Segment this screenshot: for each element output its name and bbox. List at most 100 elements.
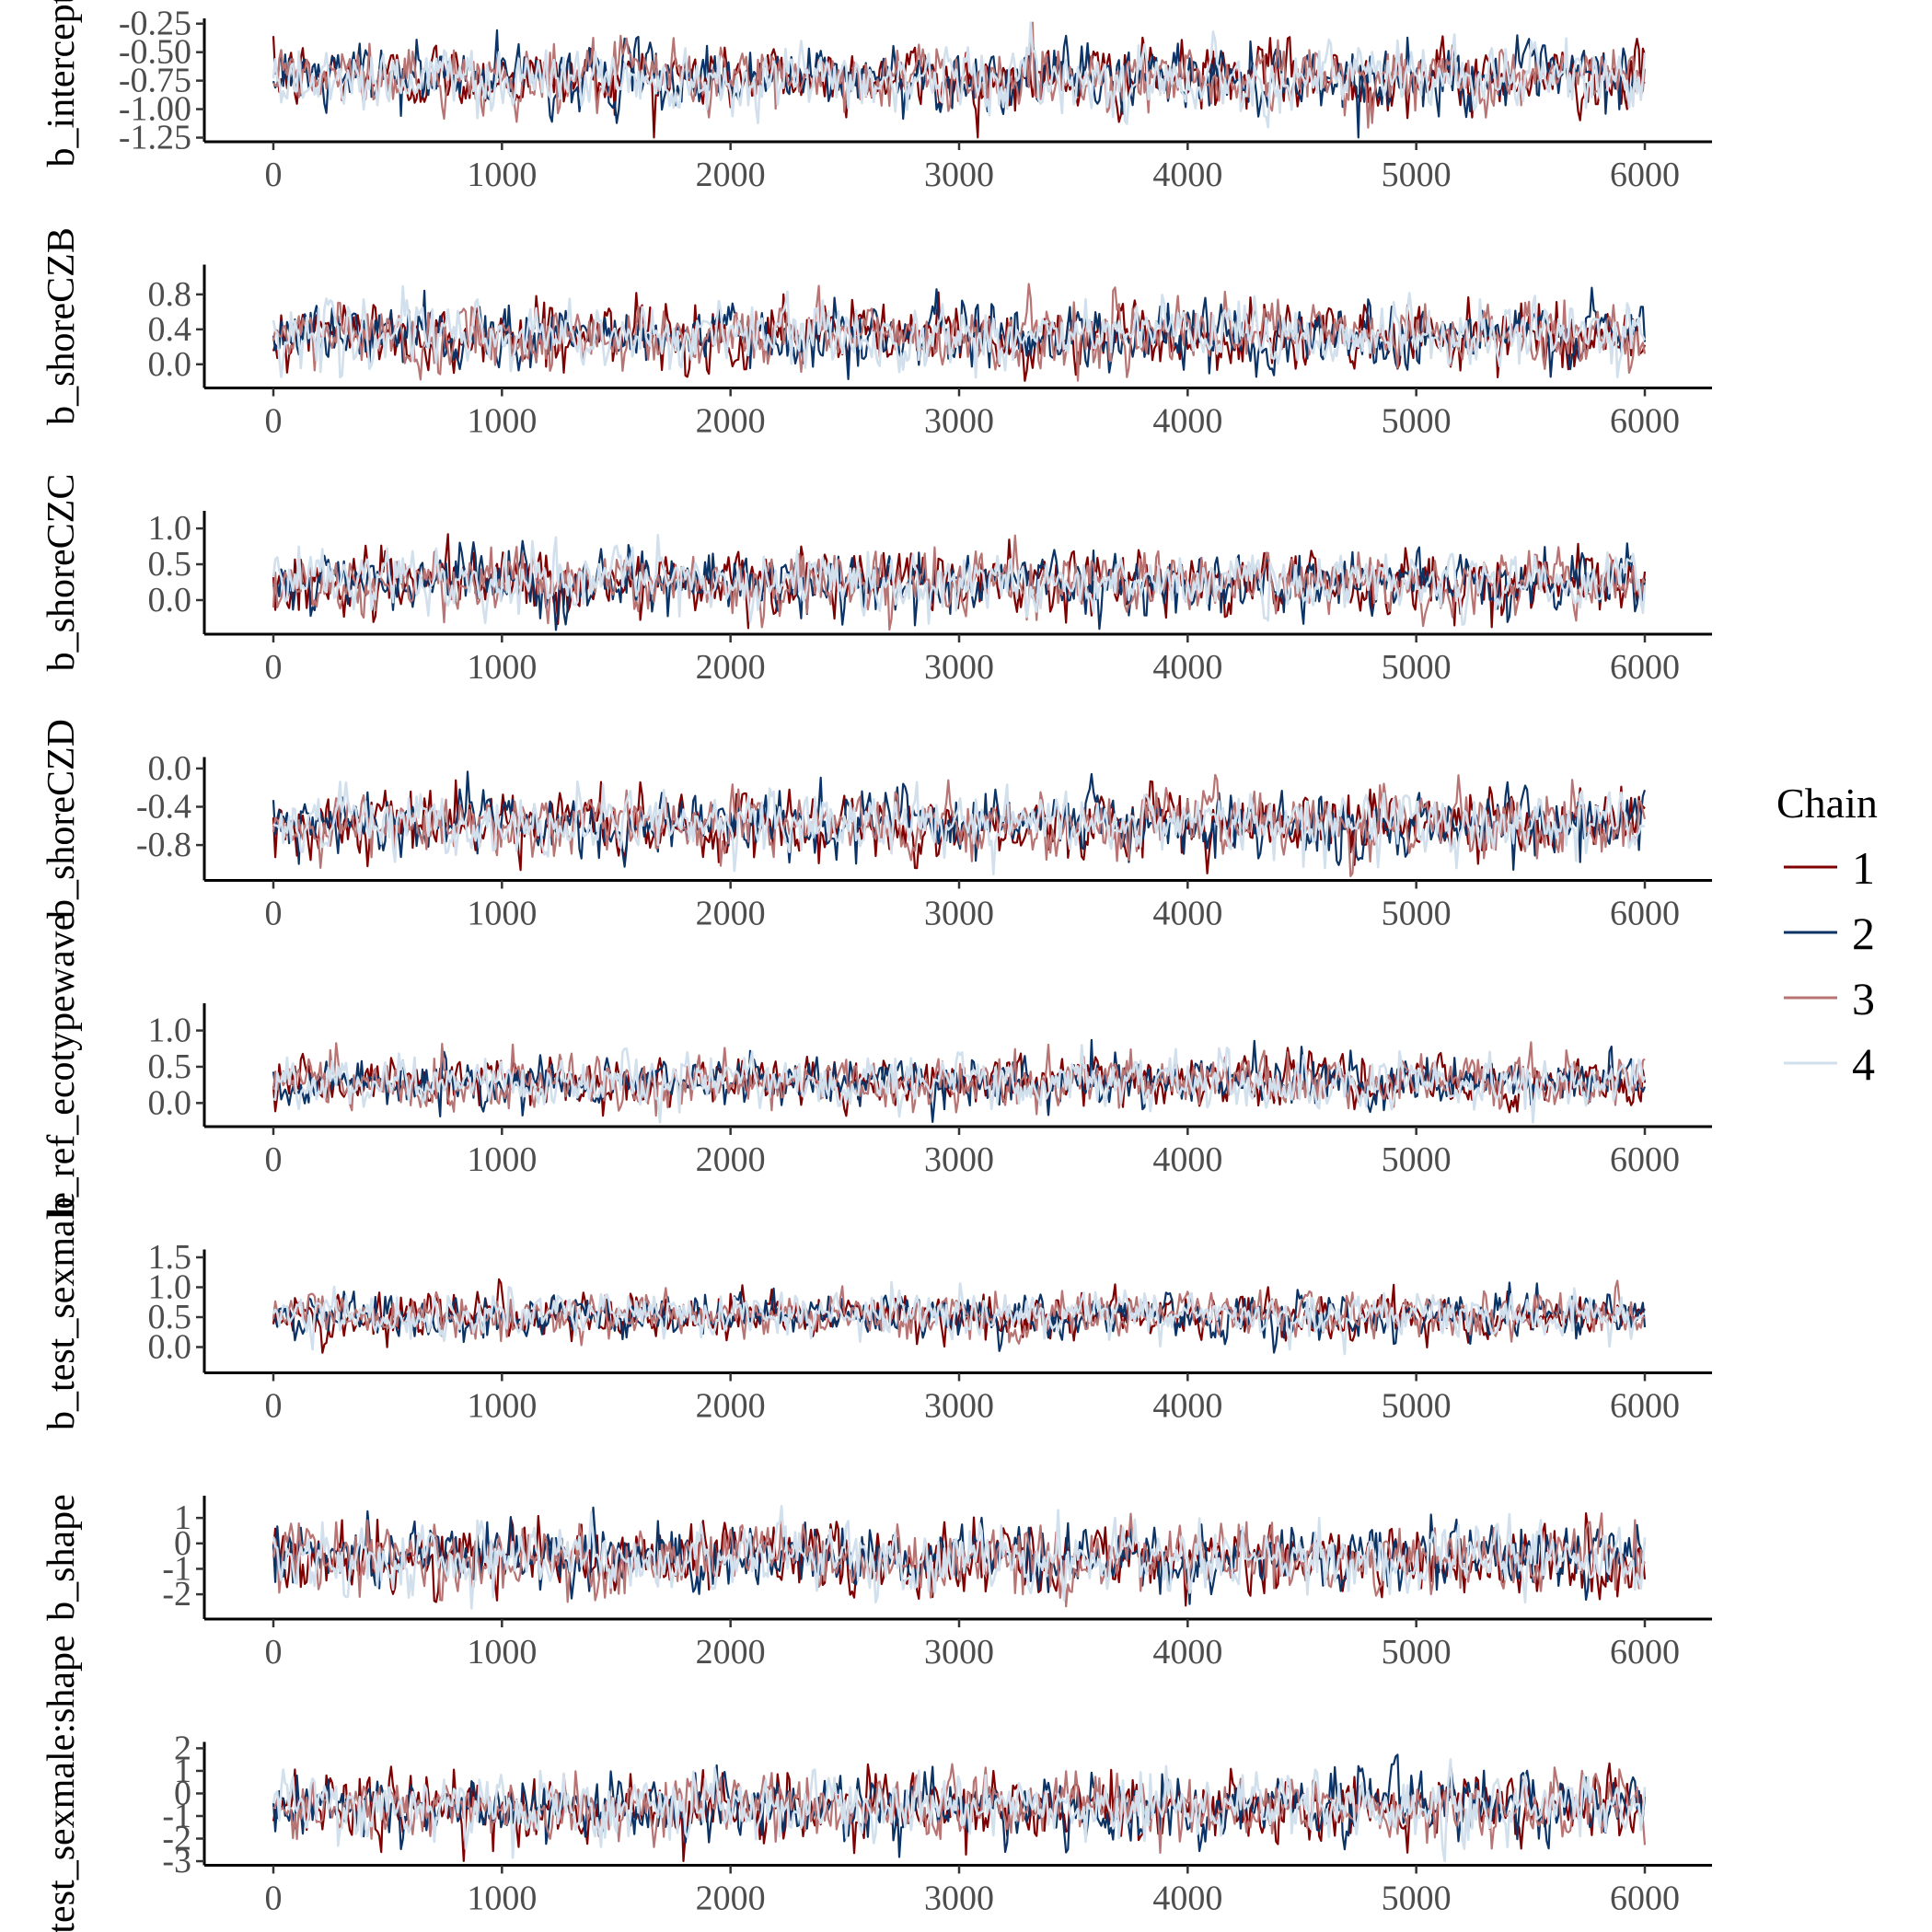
panel-label: b_shoreCZD <box>40 719 83 919</box>
x-tick-label: 6000 <box>1610 156 1680 194</box>
x-tick-label: 0 <box>265 895 283 933</box>
x-tick-label: 2000 <box>696 1633 766 1672</box>
x-tick-label: 4000 <box>1152 895 1222 933</box>
x-tick-label: 1000 <box>467 895 537 933</box>
y-tick-label: -3 <box>162 1842 191 1880</box>
y-tick-label: 1 <box>174 1752 191 1790</box>
x-tick-label: 2000 <box>696 1140 766 1179</box>
traces <box>272 1753 1647 1863</box>
series-line-chain-4 <box>272 1280 1646 1356</box>
x-tick-label: 0 <box>265 1387 283 1426</box>
x-tick-label: 2000 <box>696 156 766 194</box>
x-tick-label: 6000 <box>1610 1140 1680 1179</box>
y-tick-label: -0.75 <box>119 62 191 100</box>
x-tick-label: 1000 <box>467 156 537 194</box>
x-tick-label: 5000 <box>1382 156 1452 194</box>
series-line-chain-3 <box>272 1763 1647 1855</box>
y-tick-label: 1.0 <box>148 1268 192 1307</box>
y-tick-label: -1.00 <box>119 90 191 129</box>
x-tick-label: 1000 <box>467 1633 537 1672</box>
panel: 210-1-2-30 1000 2000 3000 4000 5000 6000b_test… <box>40 1635 1712 1932</box>
legend-label-chain-1: 1 <box>1852 842 1875 894</box>
x-tick-label: 5000 <box>1382 648 1452 687</box>
y-tick-label: 0.4 <box>148 310 192 349</box>
panel: 1.51.00.50.0 0 1000 2000 3000 4000 5000 6000 b_t… <box>40 1192 1712 1430</box>
y-tick-label: 0.0 <box>148 1083 192 1122</box>
traces <box>272 1278 1647 1356</box>
x-tick-label: 2000 <box>696 1880 766 1918</box>
y-tick-label: 0.0 <box>148 1328 192 1367</box>
x-tick-label: 3000 <box>924 648 994 687</box>
panel-label: b_test_sexmale:shape <box>40 1635 83 1932</box>
y-tick-label: -1 <box>162 1797 191 1835</box>
panel-label: b_shoreCZB <box>40 227 83 425</box>
x-tick-label: 1000 <box>467 648 537 687</box>
x-tick-label: 5000 <box>1382 1387 1452 1426</box>
y-tick-label: -0.25 <box>119 5 191 43</box>
series-line-chain-4 <box>272 1758 1647 1863</box>
x-tick-label: 6000 <box>1610 402 1680 441</box>
x-tick-label: 4000 <box>1152 1633 1222 1672</box>
series-line-chain-4 <box>272 21 1647 129</box>
x-tick-label: 1000 <box>467 1880 537 1918</box>
x-tick-label: 3000 <box>924 1387 994 1426</box>
legend-title: Chain <box>1776 780 1878 827</box>
legend-label-chain-2: 2 <box>1852 908 1875 959</box>
x-tick-label: 2000 <box>696 648 766 687</box>
y-tick-label: 1.0 <box>148 509 192 548</box>
x-tick-label: 4000 <box>1152 1387 1222 1426</box>
y-tick-label: 0.0 <box>148 749 192 788</box>
series-line-chain-4 <box>272 284 1647 379</box>
x-tick-label: 0 <box>265 648 283 687</box>
x-tick-label: 5000 <box>1382 895 1452 933</box>
series-line-chain-2 <box>272 29 1646 139</box>
series-line-chain-4 <box>272 1505 1647 1610</box>
traces <box>272 21 1647 139</box>
legend-label-chain-4: 4 <box>1852 1038 1875 1090</box>
x-tick-label: 1000 <box>467 402 537 441</box>
traces <box>272 533 1647 631</box>
x-tick-label: 4000 <box>1152 648 1222 687</box>
y-tick-label: -0.50 <box>119 33 191 72</box>
x-tick-label: 6000 <box>1610 648 1680 687</box>
y-tick-label: 0.8 <box>148 275 192 314</box>
panel-label: b_test_sexmale <box>40 1192 83 1430</box>
x-tick-label: 1000 <box>467 1387 537 1426</box>
y-tick-label: -1.25 <box>119 119 191 157</box>
x-tick-label: 1000 <box>467 1140 537 1179</box>
y-tick-label: 1.5 <box>148 1238 192 1277</box>
x-tick-label: 5000 <box>1382 1633 1452 1672</box>
x-tick-label: 5000 <box>1382 1880 1452 1918</box>
x-tick-label: 4000 <box>1152 1880 1222 1918</box>
y-tick-label: 0 <box>174 1774 191 1812</box>
x-tick-label: 0 <box>265 402 283 441</box>
panel: 1.00.50.0 0 1000 2000 3000 4000 5000 6000 b_shor… <box>40 474 1712 687</box>
y-tick-label: 1.0 <box>148 1012 192 1050</box>
x-tick-label: 3000 <box>924 1140 994 1179</box>
x-tick-label: 6000 <box>1610 1387 1680 1426</box>
x-tick-label: 3000 <box>924 1633 994 1672</box>
panel-label: b_intercept <box>40 0 83 167</box>
trace-panels: -0.25-0.50-0.75-1.00-1.250 1000 2000 3000 40… <box>40 0 1712 1932</box>
panel: 0.0-0.4-0.8 0 1000 2000 3000 4000 5000 6000 b_sh… <box>40 719 1712 933</box>
x-tick-label: 0 <box>265 1140 283 1179</box>
series-line-chain-4 <box>272 533 1647 627</box>
x-tick-label: 0 <box>265 1633 283 1672</box>
series-line-chain-4 <box>272 780 1646 876</box>
y-tick-label: 1 <box>174 1498 191 1537</box>
traces <box>272 1505 1647 1610</box>
x-tick-label: 5000 <box>1382 1140 1452 1179</box>
y-tick-label: -0.4 <box>136 788 191 827</box>
y-tick-label: 0.0 <box>148 345 192 384</box>
y-tick-label: 0.5 <box>148 1298 192 1336</box>
x-tick-label: 4000 <box>1152 402 1222 441</box>
x-tick-label: 2000 <box>696 1387 766 1426</box>
panel: 0.80.40.0 0 1000 2000 3000 4000 5000 6000 b_shor… <box>40 227 1712 441</box>
y-tick-label: -2 <box>162 1820 191 1858</box>
x-tick-label: 0 <box>265 1880 283 1918</box>
x-tick-label: 6000 <box>1610 895 1680 933</box>
y-tick-label: 0.0 <box>148 581 192 619</box>
y-tick-label: -2 <box>162 1575 191 1614</box>
